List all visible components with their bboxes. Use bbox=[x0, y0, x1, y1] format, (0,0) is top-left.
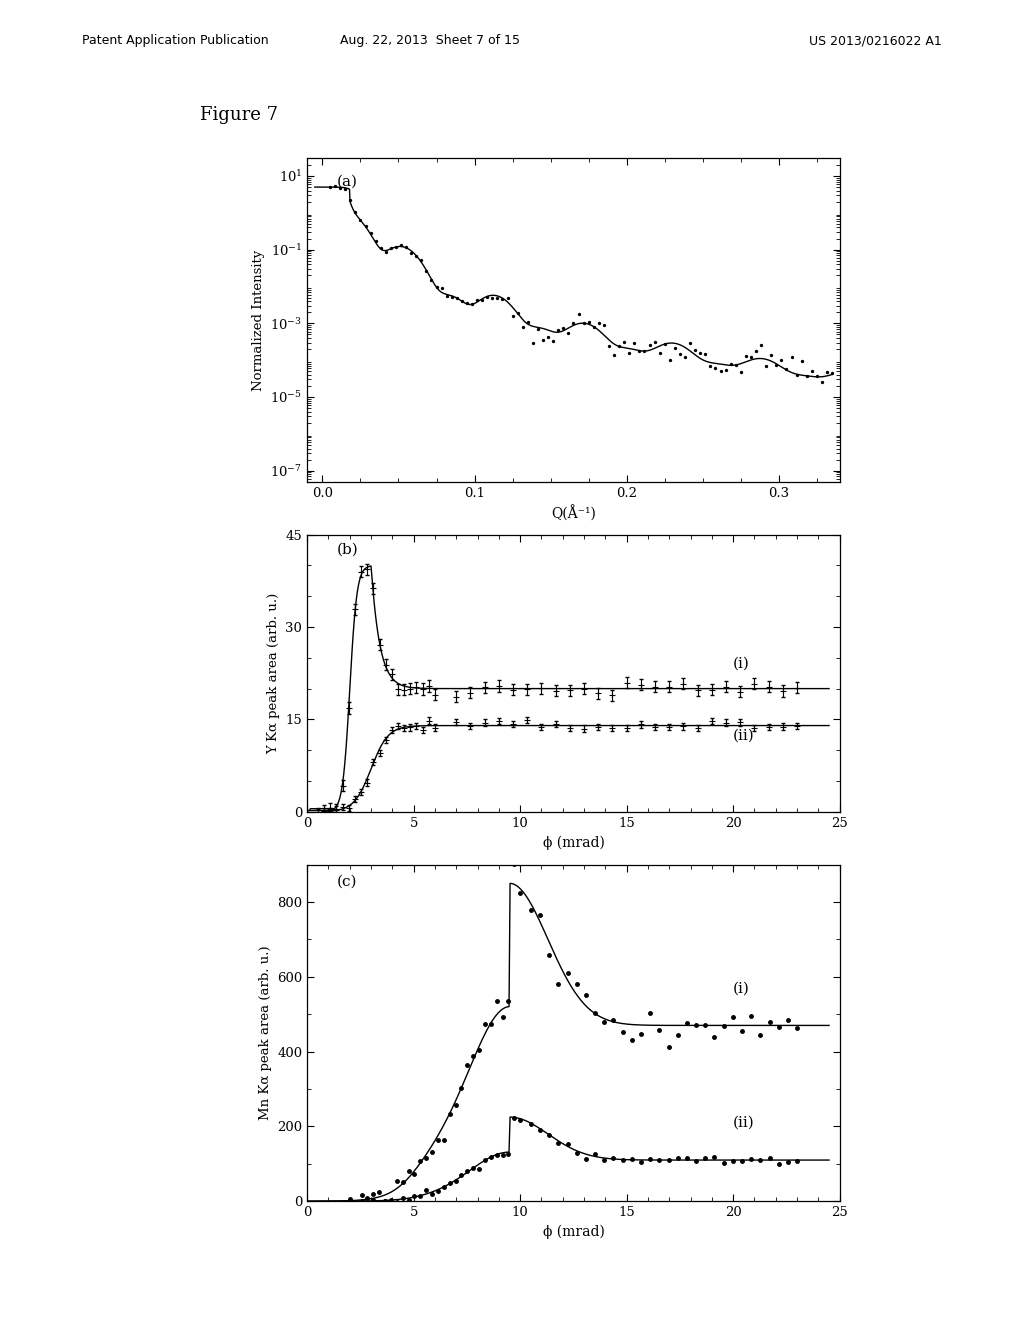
X-axis label: ϕ (mrad): ϕ (mrad) bbox=[543, 1225, 604, 1239]
X-axis label: Q(Å⁻¹): Q(Å⁻¹) bbox=[551, 506, 596, 521]
Text: Patent Application Publication: Patent Application Publication bbox=[82, 34, 268, 48]
Text: (a): (a) bbox=[337, 174, 357, 189]
Y-axis label: Normalized Intensity: Normalized Intensity bbox=[252, 249, 265, 391]
Text: (i): (i) bbox=[733, 656, 750, 671]
Text: Figure 7: Figure 7 bbox=[200, 106, 278, 124]
Text: (c): (c) bbox=[337, 875, 357, 888]
Text: Aug. 22, 2013  Sheet 7 of 15: Aug. 22, 2013 Sheet 7 of 15 bbox=[340, 34, 520, 48]
Y-axis label: Mn Kα peak area (arb. u.): Mn Kα peak area (arb. u.) bbox=[258, 945, 271, 1121]
Y-axis label: Y Kα peak area (arb. u.): Y Kα peak area (arb. u.) bbox=[267, 593, 280, 754]
Text: (i): (i) bbox=[733, 982, 750, 995]
X-axis label: ϕ (mrad): ϕ (mrad) bbox=[543, 836, 604, 850]
Text: (ii): (ii) bbox=[733, 1117, 755, 1130]
Text: US 2013/0216022 A1: US 2013/0216022 A1 bbox=[809, 34, 942, 48]
Text: (b): (b) bbox=[337, 543, 358, 557]
Text: (ii): (ii) bbox=[733, 729, 755, 743]
